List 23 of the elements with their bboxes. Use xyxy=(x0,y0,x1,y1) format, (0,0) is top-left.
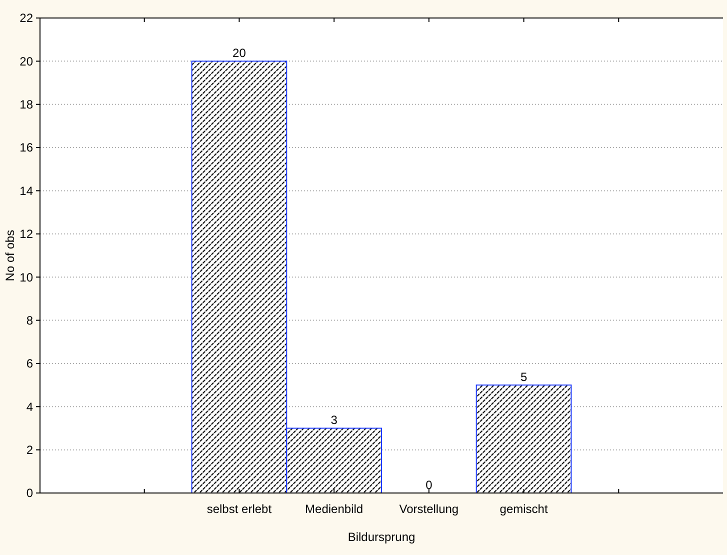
y-tick-label: 20 xyxy=(20,54,34,68)
y-tick-label: 4 xyxy=(26,400,34,414)
y-tick-label: 2 xyxy=(26,443,34,458)
data-label: 0 xyxy=(426,478,433,492)
y-tick-label: 22 xyxy=(20,11,34,26)
y-tick-label: 14 xyxy=(20,184,34,198)
x-tick-label: gemischt xyxy=(500,502,548,516)
data-label: 20 xyxy=(232,46,246,60)
y-tick-label: 12 xyxy=(20,227,34,242)
y-tick-label: 16 xyxy=(20,140,34,155)
x-axis-title: Bildursprung xyxy=(348,530,416,544)
x-tick-label: selbst erlebt xyxy=(206,502,272,516)
y-axis-title: No of obs xyxy=(3,230,17,282)
bar xyxy=(476,384,572,494)
data-label: 3 xyxy=(330,413,338,428)
data-label: 5 xyxy=(520,370,528,384)
y-tick-label: 18 xyxy=(20,98,34,112)
y-tick-label: 10 xyxy=(20,270,34,284)
x-tick-label: Medienbild xyxy=(305,502,364,516)
y-tick-label: 0 xyxy=(26,486,34,500)
y-tick-label: 6 xyxy=(26,356,34,371)
x-tick-label: Vorstellung xyxy=(399,502,459,516)
y-tick-label: 8 xyxy=(26,313,34,328)
